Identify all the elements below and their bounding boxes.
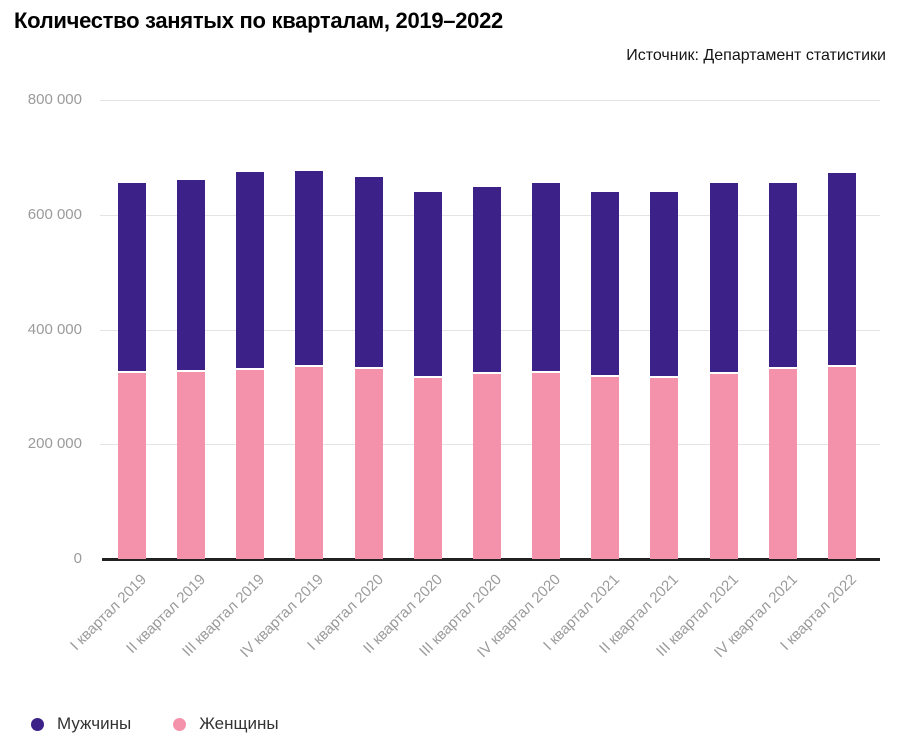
women-segment	[768, 368, 797, 559]
women-segment	[413, 377, 442, 559]
x-axis-tick-label: III квартал 2020	[416, 571, 505, 660]
men-segment	[354, 177, 383, 367]
y-axis-tick-label: 0	[73, 550, 82, 567]
y-axis-tick-label: 600 000	[27, 205, 82, 223]
x-axis-tick-label: I квартал 2019	[67, 571, 151, 655]
women-segment	[472, 373, 501, 559]
x-axis-tick-label: I квартал 2022	[776, 571, 860, 655]
men-segment	[118, 182, 146, 371]
x-axis-tick-label: II квартал 2021	[596, 571, 683, 657]
legend-marker-icon	[173, 717, 187, 731]
bar-column	[532, 182, 561, 559]
men-segment	[650, 191, 679, 376]
men-segment	[709, 182, 738, 372]
men-segment	[472, 186, 501, 372]
bar-column	[295, 170, 324, 559]
women-segment	[650, 377, 679, 559]
plot-area	[100, 100, 880, 561]
x-axis-tick-label: I квартал 2021	[540, 571, 624, 655]
bar-column	[472, 186, 501, 559]
x-axis-tick-label: IV квартал 2020	[473, 571, 565, 662]
y-axis-tick-label: 800 000	[27, 91, 82, 108]
men-segment	[413, 191, 442, 376]
x-axis-tick-label: II квартал 2019	[123, 571, 210, 657]
page-title: Количество занятых по кварталам, 2019–20…	[14, 8, 503, 33]
women-segment	[354, 368, 383, 559]
bar-column	[591, 191, 620, 559]
legend-label: Мужчины	[57, 714, 132, 733]
y-axis-tick-label: 200 000	[27, 435, 82, 453]
men-segment	[591, 191, 620, 375]
x-axis-tick-label: IV квартал 2019	[237, 571, 328, 662]
legend-label: Женщины	[199, 714, 279, 733]
x-axis-tick-label: III квартал 2019	[179, 571, 269, 660]
legend-item: Женщины	[173, 714, 279, 734]
bar-column	[177, 179, 206, 559]
legend-marker-icon	[31, 717, 44, 731]
gridline	[100, 100, 880, 101]
women-segment	[709, 373, 738, 559]
men-segment	[177, 179, 206, 370]
legend-item: Мужчины	[31, 714, 131, 734]
y-axis-tick-label: 400 000	[27, 320, 82, 338]
x-axis-tick-label: III квартал 2021	[652, 571, 742, 660]
x-axis-line	[102, 558, 880, 561]
women-segment	[177, 371, 206, 559]
bar-column	[413, 191, 442, 559]
bar-column	[118, 182, 146, 559]
x-axis-tick-label: I квартал 2020	[303, 571, 387, 655]
women-segment	[532, 372, 561, 559]
women-segment	[118, 372, 146, 559]
x-axis-tick-label: IV квартал 2021	[710, 571, 801, 662]
men-segment	[295, 170, 324, 365]
men-segment	[236, 172, 265, 368]
women-segment	[295, 366, 324, 559]
men-segment	[827, 173, 856, 365]
legend: Мужчины Женщины	[31, 714, 279, 734]
x-axis-tick-label: II квартал 2020	[359, 571, 446, 657]
women-segment	[591, 376, 620, 559]
bar-column	[709, 182, 738, 559]
bar-column	[236, 172, 265, 559]
men-segment	[768, 182, 797, 367]
bar-column	[354, 177, 383, 559]
women-segment	[236, 369, 265, 559]
bar-column	[650, 191, 679, 559]
bar-column	[827, 173, 856, 559]
men-segment	[532, 182, 561, 371]
source-caption: Источник: Департамент статистики	[626, 47, 886, 64]
women-segment	[827, 366, 856, 559]
bar-column	[768, 182, 797, 559]
